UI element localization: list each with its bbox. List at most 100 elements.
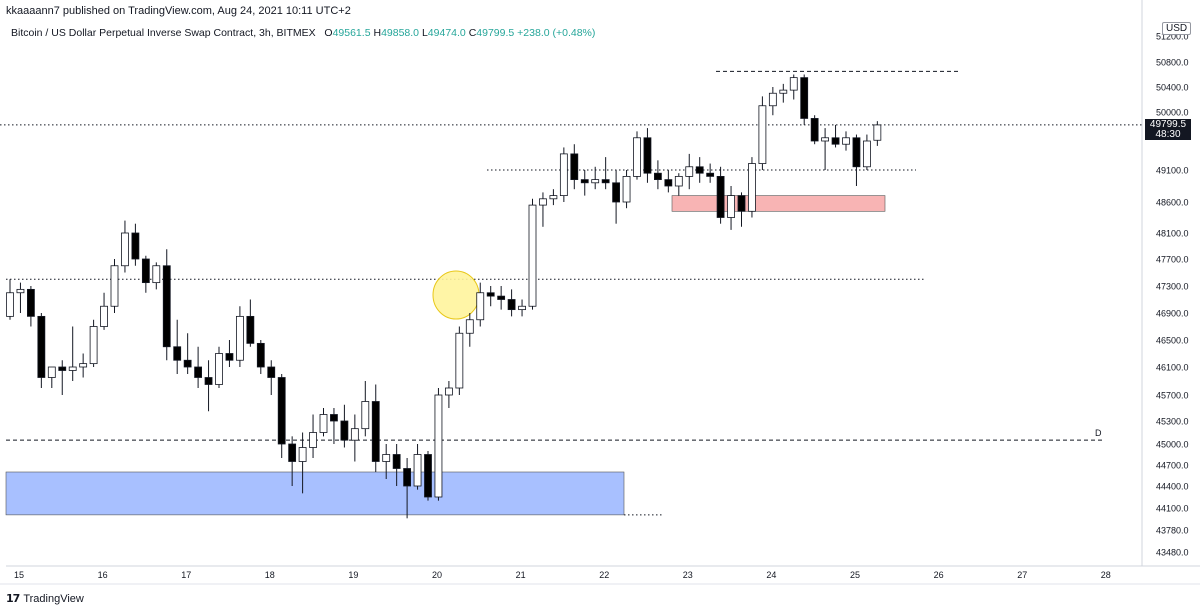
- candle: [100, 292, 108, 330]
- candle: [695, 157, 704, 183]
- candle-body-down: [246, 315, 255, 344]
- candle-body-up: [633, 137, 641, 177]
- candle-body-up: [768, 92, 777, 107]
- candle: [539, 192, 547, 227]
- candle: [497, 286, 506, 310]
- candle: [413, 444, 422, 490]
- horizontal-lines-layer: D: [0, 70, 1142, 516]
- candle-body-down: [601, 179, 610, 184]
- candle: [664, 170, 673, 193]
- time-tick-label: 28: [1101, 570, 1111, 580]
- change-value: +238.0 (+0.48%): [517, 27, 596, 39]
- candle-body-up: [674, 175, 683, 187]
- candle: [591, 166, 600, 190]
- candle: [601, 157, 610, 190]
- time-tick-label: 18: [265, 570, 275, 580]
- candle: [643, 128, 652, 183]
- candle-body-up: [528, 204, 537, 307]
- price-tick-label: 47700.0: [1156, 255, 1189, 265]
- candle-body-up: [89, 326, 98, 365]
- candle-body-down: [173, 346, 182, 361]
- candle-body-up: [779, 89, 788, 94]
- candle: [256, 340, 265, 374]
- candle: [403, 458, 412, 519]
- candle-body-down: [371, 401, 380, 462]
- demand-zone: [5, 471, 625, 516]
- candle: [528, 198, 537, 310]
- time-tick-label: 19: [348, 570, 358, 580]
- price-tick-label: 43780.0: [1156, 526, 1189, 536]
- highlight-circle: [432, 270, 480, 320]
- candle-body-down: [612, 182, 620, 203]
- candle: [330, 408, 338, 444]
- candle-body-up: [309, 432, 317, 448]
- candle-body-down: [654, 172, 662, 180]
- candle: [821, 128, 829, 170]
- candle-body-down: [695, 166, 704, 174]
- price-tick-label: 46500.0: [1156, 336, 1189, 346]
- close-label: C: [468, 27, 477, 39]
- candle: [110, 259, 119, 313]
- price-tick-label: 47300.0: [1156, 282, 1189, 292]
- currency-button[interactable]: USD: [1162, 22, 1192, 35]
- candle: [141, 255, 150, 293]
- candle: [131, 223, 140, 266]
- candle: [288, 436, 297, 486]
- candle: [204, 360, 213, 412]
- candle: [873, 121, 882, 146]
- candle: [277, 374, 286, 458]
- candle: [706, 163, 715, 183]
- candle-body-down: [737, 195, 746, 212]
- candle-body-up: [434, 394, 443, 498]
- candle: [549, 189, 558, 206]
- time-tick-label: 22: [599, 570, 609, 580]
- time-tick-label: 17: [181, 570, 191, 580]
- price-tick-label: 50000.0: [1156, 108, 1189, 118]
- price-tick-label: 45300.0: [1156, 417, 1189, 427]
- close-value: 49799.5: [476, 27, 515, 39]
- candle: [37, 313, 46, 388]
- candle: [267, 360, 276, 395]
- footer-brand[interactable]: 17 TradingView: [6, 592, 84, 605]
- candle-body-up: [121, 232, 129, 267]
- candle: [6, 279, 14, 320]
- candle: [779, 83, 788, 103]
- candle: [727, 186, 735, 230]
- last-price-value: 49799.5: [1149, 119, 1187, 130]
- candle-body-down: [706, 172, 715, 177]
- candle-body-up: [298, 447, 307, 462]
- candle-body-down: [225, 353, 234, 361]
- candle-body-up: [549, 195, 558, 200]
- price-tick-label: 50800.0: [1156, 58, 1189, 68]
- candle-body-up: [518, 305, 526, 311]
- candle-body-up: [821, 137, 829, 142]
- candle: [350, 414, 359, 462]
- candle: [225, 340, 234, 367]
- candle: [16, 282, 25, 313]
- candle-body-down: [26, 288, 35, 317]
- candle: [842, 131, 850, 151]
- time-tick-label: 24: [766, 570, 776, 580]
- candle: [246, 299, 255, 347]
- candle: [455, 326, 464, 395]
- symbol-title: Bitcoin / US Dollar Perpetual Inverse Sw…: [11, 27, 316, 39]
- price-tick-label: 50400.0: [1156, 83, 1189, 93]
- high-label: H: [373, 27, 382, 39]
- candle: [162, 249, 171, 361]
- price-tick-label: 46100.0: [1156, 363, 1189, 373]
- candle: [737, 192, 746, 227]
- time-tick-label: 23: [683, 570, 693, 580]
- candle-body-down: [810, 118, 819, 142]
- time-tick-label: 27: [1017, 570, 1027, 580]
- candle: [89, 319, 98, 367]
- candle-body-down: [277, 377, 286, 445]
- candle: [716, 166, 725, 224]
- candle: [371, 384, 380, 472]
- publish-bar: kkaaaann7 published on TradingView.com, …: [0, 0, 1200, 20]
- candle: [674, 173, 683, 196]
- price-tick-label: 44400.0: [1156, 482, 1189, 492]
- low-label: L: [421, 27, 428, 39]
- candle-body-down: [507, 299, 516, 311]
- candle: [758, 96, 767, 170]
